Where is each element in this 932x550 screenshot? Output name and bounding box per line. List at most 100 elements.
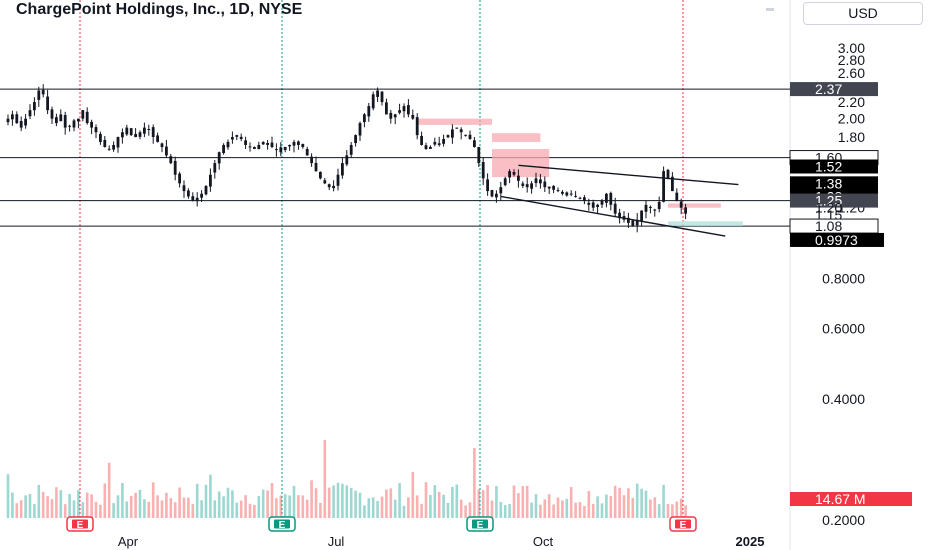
- volume-bar: [72, 500, 76, 518]
- volume-bar: [644, 490, 648, 518]
- volume-bar: [455, 484, 459, 518]
- volume-bars: [6, 440, 687, 518]
- price-tick-label: 0.8000: [822, 270, 865, 286]
- volume-bar: [393, 499, 397, 518]
- candle-body: [323, 180, 327, 184]
- price-zone: [417, 118, 492, 125]
- candle-body: [182, 185, 186, 192]
- candle-body: [477, 147, 481, 164]
- candle-body: [402, 106, 406, 112]
- earnings-marker-inner: [472, 519, 488, 529]
- volume-bar: [305, 499, 309, 518]
- volume-bar: [574, 502, 577, 518]
- candle-body: [28, 110, 32, 117]
- volume-bar: [11, 492, 14, 518]
- volume-bar: [420, 503, 423, 518]
- candle-body: [200, 193, 203, 198]
- candle-body: [217, 152, 221, 164]
- candle-body: [464, 134, 467, 136]
- volume-bar: [15, 503, 19, 518]
- trendline: [500, 195, 726, 237]
- candle-body: [41, 89, 45, 95]
- candle-body: [565, 192, 569, 196]
- candle-body: [134, 133, 137, 138]
- candle-body: [657, 201, 661, 210]
- currency-button[interactable]: USD: [803, 2, 923, 25]
- volume-bar: [371, 497, 375, 518]
- volume-bar: [631, 497, 635, 518]
- candle-body: [68, 125, 71, 127]
- volume-bar: [314, 488, 318, 518]
- volume-bar: [517, 493, 520, 518]
- volume-bar: [402, 505, 406, 518]
- candlesticks: [6, 84, 687, 233]
- volume-bar: [191, 504, 195, 518]
- trendline: [518, 164, 739, 186]
- candle-body: [46, 96, 49, 111]
- volume-bar: [195, 483, 199, 518]
- candle-body: [499, 187, 503, 194]
- candle-body: [319, 171, 322, 179]
- volume-bar: [662, 484, 665, 518]
- volume-bar: [68, 494, 71, 518]
- volume-bar: [503, 505, 507, 518]
- price-tick-label: 0.6000: [822, 321, 865, 337]
- volume-bar: [534, 494, 538, 518]
- price-label-text: 1.20: [815, 200, 842, 216]
- candle-body: [332, 185, 335, 189]
- price-label-text: 1.25: [815, 193, 842, 209]
- volume-bar: [209, 474, 212, 518]
- volume-bar: [640, 488, 643, 518]
- volume-bar: [354, 490, 357, 518]
- volume-bar: [415, 495, 419, 518]
- candle-body: [341, 163, 344, 176]
- candle-body: [129, 128, 133, 136]
- volume-bar: [349, 488, 353, 518]
- volume-bar: [459, 499, 463, 518]
- volume-bar: [543, 499, 547, 518]
- candle-body: [305, 148, 309, 156]
- candle-body: [59, 114, 63, 122]
- volume-bar: [583, 505, 586, 518]
- candle-body: [165, 146, 168, 156]
- volume-bar: [253, 504, 256, 518]
- candle-body: [191, 196, 195, 201]
- volume-bar: [134, 492, 137, 518]
- chart-title: ChargePoint Holdings, Inc., 1D, NYSE: [16, 1, 303, 18]
- volume-bar: [107, 462, 111, 518]
- candle-body: [574, 195, 577, 197]
- candle-body: [429, 146, 432, 149]
- volume-bar: [81, 502, 85, 518]
- price-label-text: 1.08: [815, 218, 842, 234]
- candle-body: [279, 147, 283, 153]
- volume-bar: [257, 496, 261, 518]
- volume-bar: [323, 440, 327, 518]
- price-label-text: 0.9973: [815, 232, 858, 248]
- candle-body: [178, 173, 181, 184]
- volume-bar: [19, 500, 23, 518]
- volume-bar: [244, 495, 247, 518]
- price-zone: [492, 149, 550, 178]
- candle-body: [552, 185, 555, 190]
- earnings-marker-inner: [72, 519, 88, 529]
- price-tick-label: 0.2000: [822, 512, 865, 528]
- candle-body: [459, 129, 463, 133]
- candle-body: [248, 146, 252, 148]
- volume-bar: [468, 502, 472, 518]
- price-label-text: 1.38: [815, 175, 842, 191]
- candle-body: [583, 197, 586, 201]
- candle-body: [539, 179, 542, 184]
- candle-body: [618, 212, 621, 219]
- volume-bar: [600, 503, 604, 518]
- candle-body: [121, 132, 124, 138]
- volume-bar: [261, 489, 265, 518]
- candle-body: [512, 171, 516, 175]
- volume-bar: [288, 495, 291, 518]
- candle-body: [653, 209, 657, 211]
- scale-settings-icon[interactable]: [766, 8, 774, 11]
- volume-bar: [486, 485, 489, 518]
- candle-body: [609, 192, 613, 205]
- candle-body: [261, 141, 265, 145]
- candle-body: [534, 178, 538, 184]
